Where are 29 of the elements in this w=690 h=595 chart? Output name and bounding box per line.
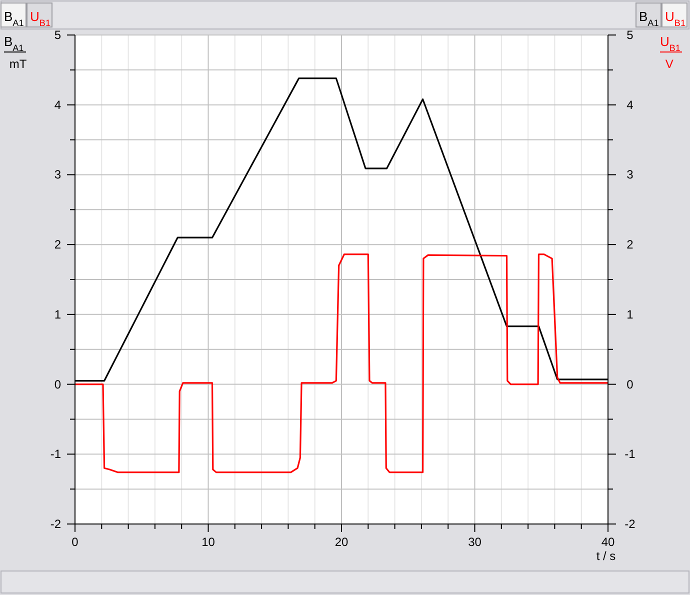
y2-tick-label: 2 — [626, 238, 634, 252]
x-tick-label: 0 — [72, 535, 79, 549]
text: B$_{A1}$ — [639, 9, 659, 28]
y2-tick-label: 3 — [626, 168, 634, 182]
y2-axis-title: U$_{B1}$ V — [660, 34, 680, 71]
x-tick-label: 20 — [334, 535, 348, 549]
y2-tick-label: 0 — [626, 377, 634, 392]
y-tick-label: 4 — [54, 98, 62, 112]
y-tick-label: 0 — [54, 377, 62, 392]
y-tick-label: 2 — [54, 238, 62, 252]
y-tick-label: 1 — [54, 307, 62, 322]
x-tick-label: 30 — [468, 535, 482, 549]
y2-tick-label: -2 — [624, 517, 636, 531]
y-tick-label: 3 — [54, 168, 62, 182]
y2-tick-label: -1 — [624, 447, 636, 462]
y-tick-label: 5 — [54, 28, 62, 42]
text: B$_{A1}$ — [4, 9, 24, 28]
y2-tick-label: 4 — [626, 98, 634, 112]
y-tick-label: -1 — [50, 447, 62, 462]
line-series — [74, 254, 609, 474]
text: U$_{B1}$ — [665, 9, 686, 28]
y2-tick-label: 1 — [626, 307, 634, 322]
y-tick-label: -2 — [50, 517, 62, 531]
x-axis-title: t / s — [596, 549, 616, 563]
x-tick-label: 10 — [202, 535, 216, 549]
y2-tick-label: 5 — [626, 28, 634, 42]
x-tick-label: 40 — [601, 535, 615, 549]
y-axis-title: B$_{A1}$ mT — [4, 34, 28, 71]
text: U$_{B1}$ — [30, 9, 51, 28]
